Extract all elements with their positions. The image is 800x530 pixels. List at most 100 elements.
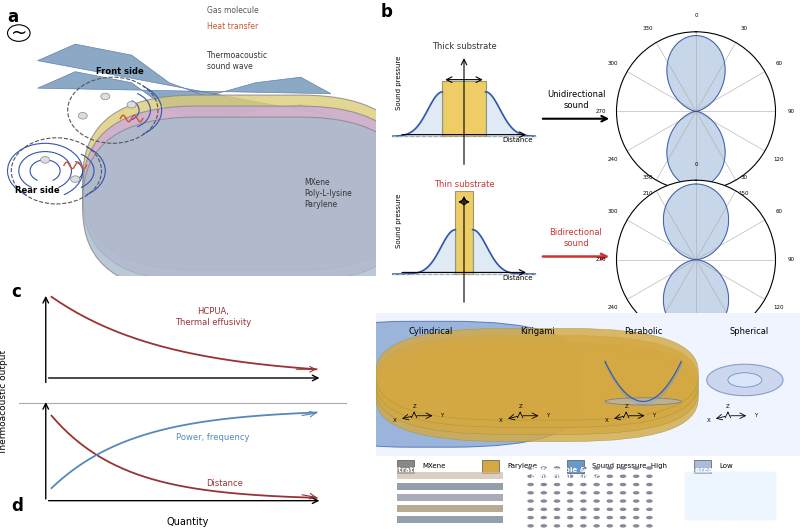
Circle shape bbox=[633, 516, 639, 519]
Text: Unidirectional
sound: Unidirectional sound bbox=[546, 91, 606, 110]
Circle shape bbox=[646, 491, 653, 494]
Circle shape bbox=[567, 499, 574, 503]
Text: Spherical: Spherical bbox=[730, 327, 769, 336]
Circle shape bbox=[620, 466, 626, 470]
Text: Thermoacoustic
sound wave: Thermoacoustic sound wave bbox=[206, 51, 268, 71]
Circle shape bbox=[527, 474, 534, 478]
Circle shape bbox=[646, 483, 653, 486]
Text: a: a bbox=[7, 8, 18, 26]
Circle shape bbox=[606, 491, 613, 494]
Circle shape bbox=[554, 516, 560, 519]
FancyBboxPatch shape bbox=[282, 321, 579, 447]
Circle shape bbox=[541, 474, 547, 478]
Text: Z: Z bbox=[726, 404, 730, 409]
Circle shape bbox=[646, 524, 653, 527]
Circle shape bbox=[527, 499, 534, 503]
Bar bbox=[455, 191, 473, 274]
Text: Rear side: Rear side bbox=[15, 186, 60, 195]
Circle shape bbox=[541, 524, 547, 527]
Text: X: X bbox=[393, 418, 397, 423]
Text: HCPUA,
Thermal effusivity: HCPUA, Thermal effusivity bbox=[174, 307, 251, 326]
Text: Cylindrical: Cylindrical bbox=[409, 327, 454, 336]
Bar bbox=[397, 460, 414, 473]
Circle shape bbox=[567, 491, 574, 494]
Polygon shape bbox=[38, 44, 331, 124]
Text: Front side: Front side bbox=[97, 67, 144, 76]
Text: Power, frequency: Power, frequency bbox=[176, 433, 250, 442]
Text: Parylene: Parylene bbox=[507, 463, 538, 470]
FancyBboxPatch shape bbox=[376, 335, 698, 427]
Bar bbox=[397, 516, 503, 523]
Bar bbox=[694, 460, 711, 473]
Circle shape bbox=[580, 499, 586, 503]
Circle shape bbox=[554, 508, 560, 511]
Circle shape bbox=[620, 483, 626, 486]
Text: Poly-L-lysine: Poly-L-lysine bbox=[305, 189, 352, 198]
Text: d: d bbox=[11, 497, 23, 515]
Circle shape bbox=[646, 499, 653, 503]
Circle shape bbox=[606, 466, 613, 470]
Title: Thin substrate: Thin substrate bbox=[434, 180, 494, 189]
Circle shape bbox=[606, 524, 613, 527]
FancyBboxPatch shape bbox=[253, 286, 800, 497]
Circle shape bbox=[541, 466, 547, 470]
FancyBboxPatch shape bbox=[376, 343, 698, 435]
Text: Z: Z bbox=[624, 404, 628, 409]
Text: Z: Z bbox=[412, 404, 416, 409]
Circle shape bbox=[541, 516, 547, 519]
Text: Y: Y bbox=[546, 413, 550, 418]
Circle shape bbox=[527, 508, 534, 511]
Title: Thick substrate: Thick substrate bbox=[432, 42, 496, 51]
Ellipse shape bbox=[421, 362, 442, 366]
Circle shape bbox=[633, 491, 639, 494]
Circle shape bbox=[606, 499, 613, 503]
Circle shape bbox=[633, 499, 639, 503]
Circle shape bbox=[78, 112, 87, 119]
Text: Heat transfer: Heat transfer bbox=[206, 22, 258, 31]
Circle shape bbox=[646, 516, 653, 519]
Circle shape bbox=[620, 508, 626, 511]
Circle shape bbox=[620, 474, 626, 478]
Circle shape bbox=[580, 516, 586, 519]
Circle shape bbox=[646, 474, 653, 478]
Text: Deformable &
conformal contact: Deformable & conformal contact bbox=[530, 466, 602, 480]
Text: X: X bbox=[706, 418, 710, 423]
Bar bbox=[397, 505, 503, 512]
Circle shape bbox=[606, 516, 613, 519]
Circle shape bbox=[554, 491, 560, 494]
Circle shape bbox=[567, 524, 574, 527]
Circle shape bbox=[594, 524, 600, 527]
Text: MXene: MXene bbox=[422, 463, 446, 470]
Text: Distance: Distance bbox=[502, 137, 533, 143]
Ellipse shape bbox=[410, 358, 452, 370]
Text: Distance: Distance bbox=[502, 275, 533, 281]
Circle shape bbox=[594, 491, 600, 494]
Circle shape bbox=[541, 483, 547, 486]
Circle shape bbox=[594, 499, 600, 503]
Circle shape bbox=[580, 466, 586, 470]
Circle shape bbox=[633, 508, 639, 511]
Text: Gas molecule: Gas molecule bbox=[206, 5, 258, 14]
Circle shape bbox=[70, 176, 80, 182]
Text: Parabolic: Parabolic bbox=[624, 327, 662, 336]
Circle shape bbox=[127, 101, 136, 108]
Text: b: b bbox=[380, 3, 392, 21]
Text: Bidirectional
sound: Bidirectional sound bbox=[550, 228, 602, 248]
Circle shape bbox=[527, 516, 534, 519]
Ellipse shape bbox=[605, 398, 682, 405]
Text: Sound pressure: Sound pressure bbox=[396, 193, 402, 248]
Text: Quantity: Quantity bbox=[167, 517, 209, 527]
FancyBboxPatch shape bbox=[376, 350, 698, 441]
Circle shape bbox=[594, 508, 600, 511]
Ellipse shape bbox=[706, 364, 783, 396]
Circle shape bbox=[580, 483, 586, 486]
Circle shape bbox=[606, 483, 613, 486]
Circle shape bbox=[554, 466, 560, 470]
Text: Low: Low bbox=[719, 463, 733, 470]
Circle shape bbox=[567, 466, 574, 470]
Text: ~: ~ bbox=[10, 23, 27, 42]
Text: X: X bbox=[499, 418, 502, 423]
Circle shape bbox=[594, 516, 600, 519]
Bar bbox=[397, 472, 503, 479]
Circle shape bbox=[567, 516, 574, 519]
